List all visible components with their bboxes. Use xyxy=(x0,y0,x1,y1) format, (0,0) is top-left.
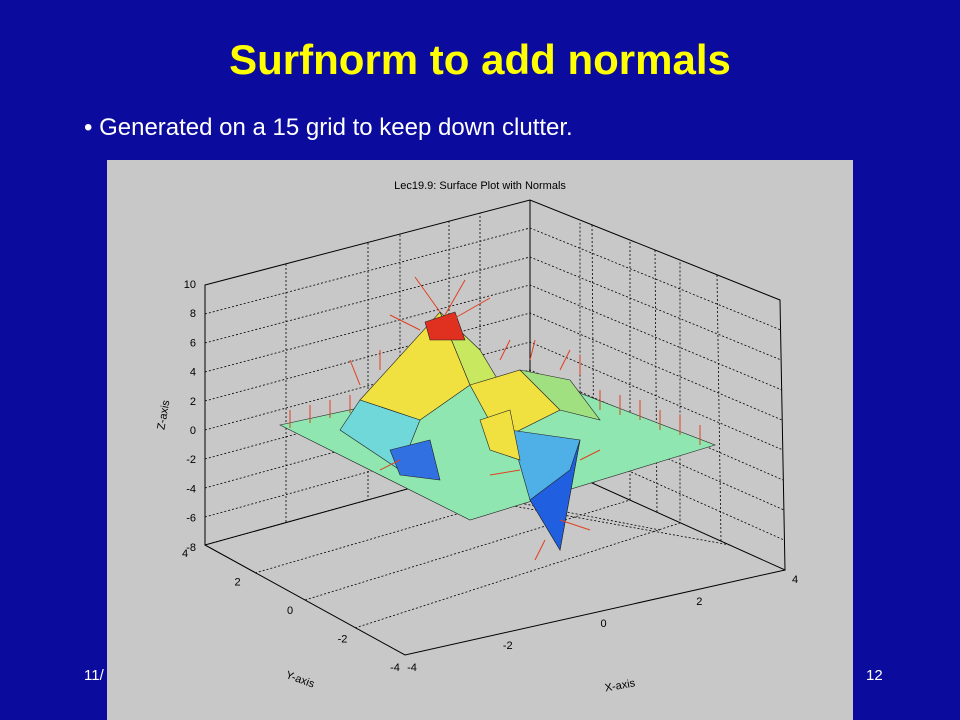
x-tick-label: 2 xyxy=(696,596,702,608)
y-tick-label: 0 xyxy=(287,605,293,617)
bullet: • Generated on a 15 grid to keep down cl… xyxy=(84,114,573,141)
bullet-text: Generated on a 15 grid to keep down clut… xyxy=(99,114,573,141)
z-tick-label: 6 xyxy=(190,337,196,349)
z-tick-label: 8 xyxy=(190,308,196,320)
z-tick-label: 10 xyxy=(184,279,196,291)
z-tick-label: -2 xyxy=(186,454,196,466)
x-tick-label: 4 xyxy=(792,574,798,586)
slide-title: Surfnorm to add normals xyxy=(229,36,731,83)
x-tick-label: 0 xyxy=(600,618,606,630)
z-tick-label: 4 xyxy=(190,367,196,379)
page-number: 12 xyxy=(866,667,883,684)
z-tick-label: -4 xyxy=(186,483,196,495)
x-tick-label: -4 xyxy=(407,662,417,674)
x-axis-label: X-axis xyxy=(604,677,637,694)
x-tick-label: -2 xyxy=(503,640,513,652)
y-tick-label: -4 xyxy=(390,662,400,674)
z-tick-label: -8 xyxy=(186,542,196,554)
y-tick-label: -2 xyxy=(338,633,348,645)
y-tick-label: 4 xyxy=(182,548,188,560)
z-tick-label: -6 xyxy=(186,513,196,525)
normals xyxy=(289,276,701,561)
figure-title: Lec19.9: Surface Plot with Normals xyxy=(394,180,566,192)
y-tick-label: 2 xyxy=(234,576,240,588)
z-tick-label: 2 xyxy=(190,396,196,408)
footer-date: 11/ xyxy=(84,667,104,684)
z-tick-label: 0 xyxy=(190,425,196,437)
z-axis-label: Z-axis xyxy=(155,399,172,431)
surface xyxy=(279,311,716,551)
